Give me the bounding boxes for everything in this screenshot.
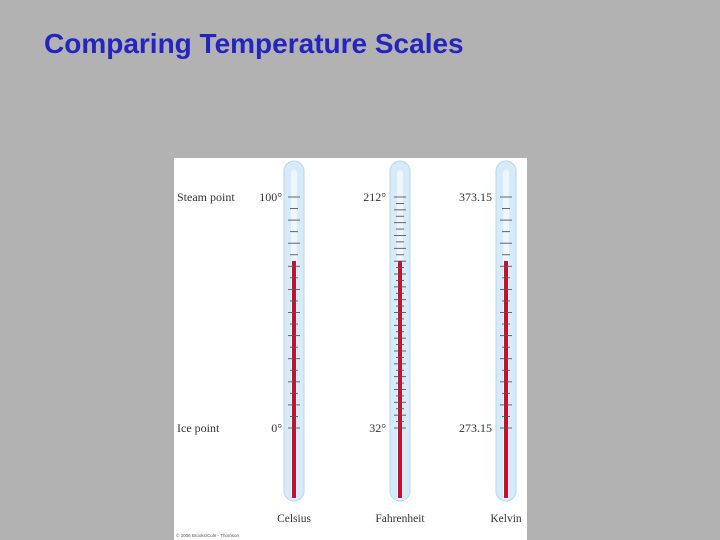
celsius-scale-name: Celsius — [277, 513, 311, 525]
celsius-scale-ticks — [288, 196, 300, 429]
fahrenheit-scale-ticks — [394, 196, 406, 429]
thermometer-diagram: Steam point Ice point 100° 0° Celsius 21… — [176, 160, 522, 538]
fahrenheit-scale-name: Fahrenheit — [375, 513, 425, 525]
ice-point-label: Ice point — [177, 421, 220, 435]
kelvin-steam-value: 373.15 — [459, 190, 492, 204]
thermometer-figure: Steam point Ice point 100° 0° Celsius 21… — [174, 158, 527, 540]
fahrenheit-mercury — [398, 261, 402, 498]
celsius-steam-value: 100° — [259, 190, 282, 204]
slide-title: Comparing Temperature Scales — [44, 28, 464, 59]
fahrenheit-steam-value: 212° — [363, 190, 386, 204]
celsius-thermometer: 100° 0° Celsius — [259, 160, 311, 525]
kelvin-thermometer: 373.15 273.15 Kelvin — [459, 160, 522, 525]
kelvin-scale-ticks — [500, 196, 512, 429]
copyright-credit: © 2006 Brooks/Cole - Thomson — [176, 532, 240, 538]
kelvin-scale-name: Kelvin — [490, 513, 522, 525]
fahrenheit-ice-value: 32° — [369, 421, 386, 435]
steam-point-label: Steam point — [177, 190, 235, 204]
kelvin-mercury — [504, 261, 508, 498]
celsius-ice-value: 0° — [271, 421, 282, 435]
celsius-mercury — [292, 261, 296, 498]
kelvin-ice-value: 273.15 — [459, 421, 492, 435]
fahrenheit-thermometer: 212° 32° Fahrenheit — [363, 160, 425, 525]
